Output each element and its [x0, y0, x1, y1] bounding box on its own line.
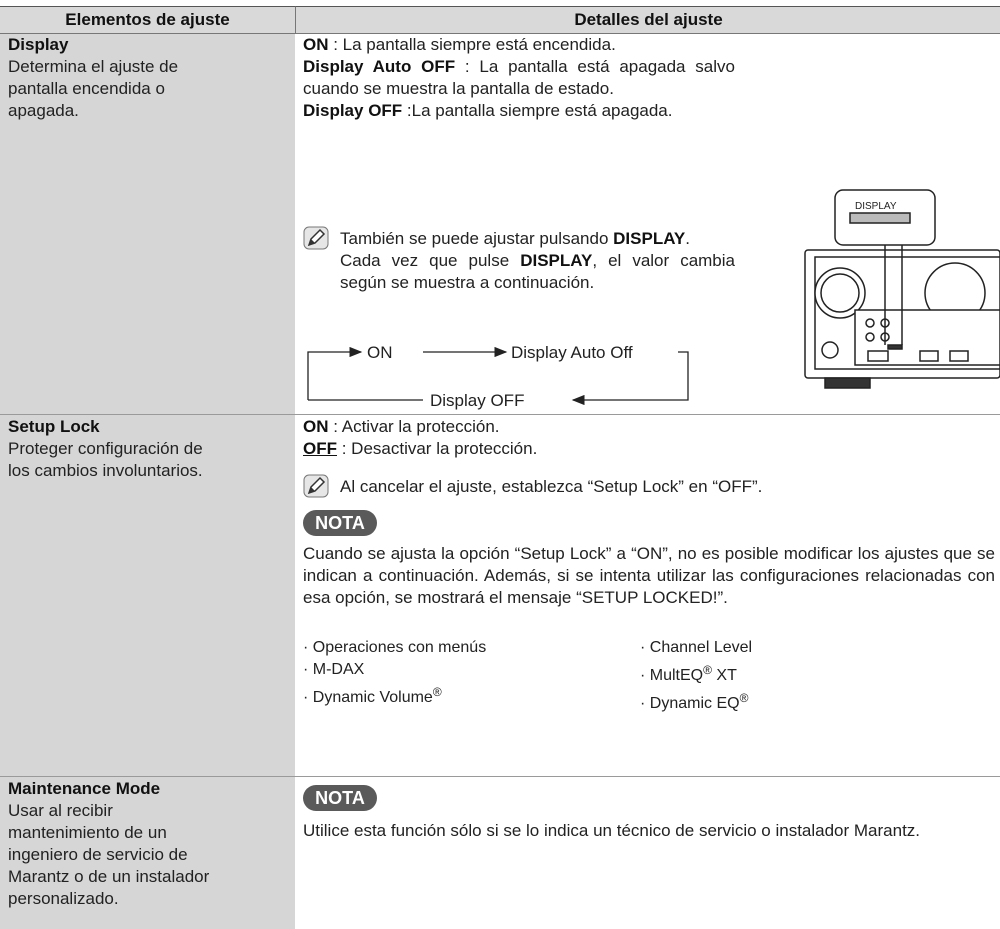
paragraph: · Dynamic EQ® — [640, 687, 970, 715]
text-run: · M-DAX — [303, 661, 365, 678]
text-run: : Activar la protección. — [328, 417, 500, 436]
description-line: Marantz o de un instalador — [8, 867, 210, 886]
description-line: ingeniero de servicio de — [8, 845, 188, 864]
illustration-label: DISPLAY — [855, 201, 897, 212]
paragraph: ON : Activar la protección. — [303, 416, 993, 438]
description-line: pantalla encendida o — [8, 79, 165, 98]
row-separator — [0, 414, 1000, 415]
options: ON : La pantalla siempre está encendida.… — [303, 34, 735, 122]
header-cell: Detalles del ajuste — [295, 6, 1000, 34]
text-run: DISPLAY — [613, 229, 686, 248]
item-name: Setup Lock — [8, 417, 100, 436]
locked-list: · Channel Level · MultEQ® XT · Dynamic EQ® — [640, 637, 970, 715]
text-run: , el valor cambia según se muestra a con… — [340, 251, 735, 292]
description-line: personalizado. — [8, 889, 119, 908]
description-line: Proteger configuración de — [8, 439, 203, 458]
item-description: Determina el ajuste de pantalla encendida… — [8, 56, 288, 122]
item-cell: Setup Lock Proteger configuración de los … — [8, 416, 288, 482]
paragraph: · M-DAX — [303, 659, 633, 681]
tip-icon — [303, 474, 329, 498]
description-line: apagada. — [8, 101, 79, 120]
text-run: OFF — [303, 439, 337, 458]
item-description: Proteger configuración de los cambios inv… — [8, 438, 288, 482]
locked-list: · Operaciones con menús · M-DAX · Dynamic … — [303, 637, 633, 709]
description-line: los cambios involuntarios. — [8, 461, 203, 480]
text-run: DISPLAY — [520, 251, 593, 270]
text-run: : La pantalla siempre está encendida. — [328, 35, 616, 54]
paragraph: · Operaciones con menús — [303, 637, 633, 659]
item-name: Maintenance Mode — [8, 779, 161, 798]
note-badge: NOTA — [303, 510, 377, 536]
paragraph: · MultEQ® XT — [640, 659, 970, 687]
text-run: Cuando se ajusta la opción “Setup Lock” … — [303, 544, 995, 607]
header-cell: Elementos de ajuste — [0, 6, 295, 34]
note-badge: NOTA — [303, 785, 377, 811]
paragraph: Cada vez que pulse DISPLAY, el valor cam… — [340, 250, 735, 294]
cycle-diagram: ON Display Auto Off Display OFF — [307, 343, 689, 410]
tip: También se puede ajustar pulsando DISPLA… — [340, 228, 735, 294]
paragraph: Al cancelar el ajuste, establezca “Setup… — [340, 476, 990, 498]
text-run: Cada vez que pulse — [340, 251, 521, 270]
text-run: : Desactivar la protección. — [337, 439, 538, 458]
tip: Al cancelar el ajuste, establezca “Setup… — [340, 476, 990, 498]
note-text: Cuando se ajusta la opción “Setup Lock” … — [303, 543, 995, 609]
text-run: · Channel Level — [640, 639, 753, 656]
paragraph: · Channel Level — [640, 637, 970, 659]
text-run: · MultEQ — [640, 667, 704, 684]
text-run: XT — [711, 667, 737, 684]
description-line: Determina el ajuste de — [8, 57, 179, 76]
paragraph: OFF : Desactivar la protección. — [303, 438, 993, 460]
text-run: ® — [432, 685, 442, 699]
text-run: . — [685, 229, 690, 248]
item-cell: Maintenance Mode Usar al recibir mantenim… — [8, 778, 288, 910]
item-name: Display — [8, 35, 69, 54]
text-run: · Operaciones con menús — [303, 639, 487, 656]
item-cell: Display Determina el ajuste de pantalla e… — [8, 34, 288, 122]
options: ON : Activar la protección. OFF : Desacti… — [303, 416, 993, 460]
paragraph: Display Auto OFF : La pantalla está apag… — [303, 56, 735, 100]
cycle-step: ON — [367, 343, 393, 362]
paragraph: Display OFF :La pantalla siempre está ap… — [303, 100, 735, 122]
left-column-bg — [0, 34, 295, 929]
text-run: : La pantalla está apagada salvo cuando … — [303, 57, 735, 98]
description-line: Usar al recibir — [8, 801, 113, 820]
cycle-step: Display Auto Off — [511, 343, 633, 362]
text-run: ® — [739, 691, 749, 705]
paragraph: · Dynamic Volume® — [303, 681, 633, 709]
text-run: También se puede ajustar pulsando — [340, 229, 614, 248]
paragraph: También se puede ajustar pulsando DISPLA… — [340, 228, 735, 250]
text-run: · Dynamic Volume — [303, 689, 433, 706]
paragraph: ON : La pantalla siempre está encendida. — [303, 34, 735, 56]
text-run: ON — [303, 35, 329, 54]
row-separator — [0, 776, 1000, 777]
receiver-illustration: DISPLAY — [804, 189, 1000, 389]
text-run: :La pantalla siempre está apagada. — [402, 101, 673, 120]
text-run: · Dynamic EQ — [640, 695, 740, 712]
text-run: Utilice esta función sólo si se lo indic… — [303, 821, 921, 840]
cycle-step: Display OFF — [430, 391, 524, 410]
note-text: Utilice esta función sólo si se lo indic… — [303, 820, 995, 842]
text-run: ON — [303, 417, 329, 436]
text-run: Display Auto OFF — [303, 57, 456, 76]
item-description: Usar al recibir mantenimiento de un ingeni… — [8, 800, 288, 910]
text-run: ® — [703, 663, 712, 677]
text-run: Display OFF — [303, 101, 403, 120]
tip-icon — [303, 226, 329, 250]
text-run: Al cancelar el ajuste, establezca “Setup… — [340, 477, 763, 496]
description-line: mantenimiento de un — [8, 823, 167, 842]
